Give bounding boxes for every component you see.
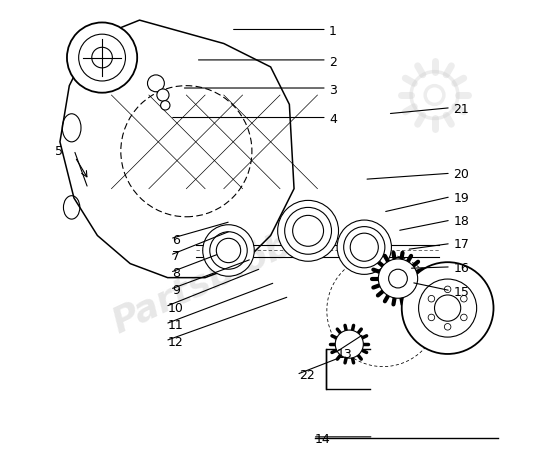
Text: 18: 18 xyxy=(453,215,469,228)
Text: 17: 17 xyxy=(453,238,469,252)
Text: 13: 13 xyxy=(336,349,352,361)
Circle shape xyxy=(379,259,418,298)
Text: 6: 6 xyxy=(172,234,180,247)
Circle shape xyxy=(293,215,324,246)
Text: 4: 4 xyxy=(329,113,337,126)
Circle shape xyxy=(284,207,332,254)
Text: 14: 14 xyxy=(315,433,331,446)
Text: 7: 7 xyxy=(172,250,180,263)
Text: 12: 12 xyxy=(167,336,183,349)
Circle shape xyxy=(428,295,435,302)
Circle shape xyxy=(157,89,169,101)
Circle shape xyxy=(444,286,451,292)
Circle shape xyxy=(460,295,467,302)
Circle shape xyxy=(210,232,247,269)
Circle shape xyxy=(402,262,493,354)
Circle shape xyxy=(67,23,137,93)
Circle shape xyxy=(216,238,241,263)
Circle shape xyxy=(92,47,113,68)
Text: 22: 22 xyxy=(298,369,315,382)
Text: 11: 11 xyxy=(167,319,183,332)
Text: 8: 8 xyxy=(172,268,180,280)
Circle shape xyxy=(278,200,339,261)
Circle shape xyxy=(335,330,363,358)
Text: 15: 15 xyxy=(453,286,469,299)
Circle shape xyxy=(203,225,254,276)
Text: 9: 9 xyxy=(172,284,180,297)
Text: 16: 16 xyxy=(453,262,469,275)
Text: 19: 19 xyxy=(453,192,469,204)
Text: Partsbiöblik: Partsbiöblik xyxy=(106,206,341,340)
Text: 2: 2 xyxy=(329,56,337,69)
Text: 21: 21 xyxy=(453,103,469,115)
Circle shape xyxy=(428,314,435,321)
Circle shape xyxy=(161,101,170,110)
Circle shape xyxy=(337,220,391,275)
Text: 3: 3 xyxy=(329,84,337,97)
Circle shape xyxy=(460,314,467,321)
Circle shape xyxy=(350,233,379,261)
Text: 1: 1 xyxy=(329,25,337,38)
Text: 20: 20 xyxy=(453,168,469,181)
Text: 5: 5 xyxy=(55,145,63,158)
Circle shape xyxy=(444,324,451,330)
Circle shape xyxy=(344,227,385,268)
Circle shape xyxy=(147,75,164,92)
Text: 10: 10 xyxy=(167,301,184,315)
